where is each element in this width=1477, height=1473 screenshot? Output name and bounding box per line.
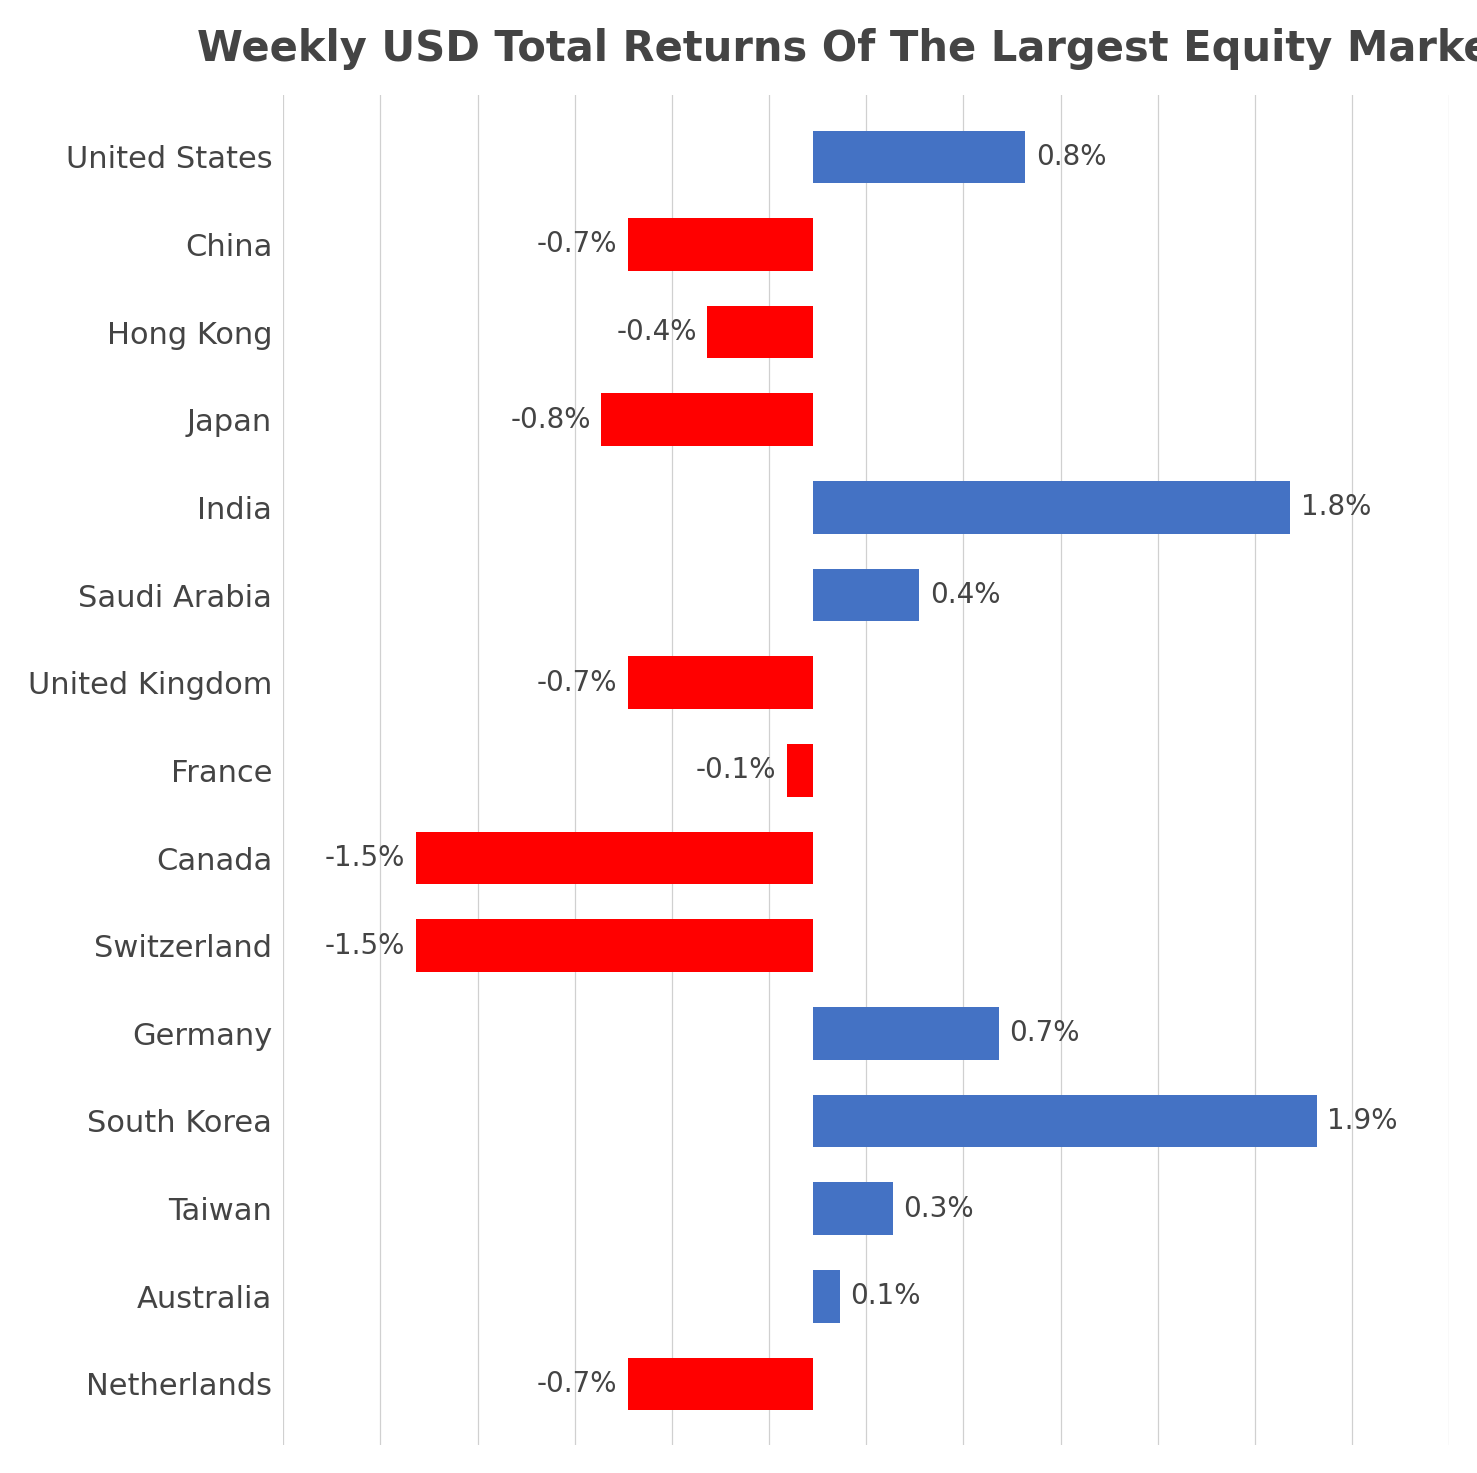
Bar	[707, 306, 814, 358]
Bar	[628, 657, 814, 709]
Text: -0.8%: -0.8%	[510, 405, 591, 433]
Bar	[628, 218, 814, 271]
Bar	[814, 569, 919, 622]
Text: -1.5%: -1.5%	[325, 844, 405, 872]
Bar	[787, 744, 814, 797]
Bar	[814, 131, 1025, 183]
Bar	[415, 832, 814, 884]
Text: 1.9%: 1.9%	[1328, 1106, 1397, 1134]
Text: -0.7%: -0.7%	[536, 1370, 617, 1398]
Text: 0.1%: 0.1%	[851, 1282, 920, 1309]
Text: -1.5%: -1.5%	[325, 931, 405, 959]
Text: -0.4%: -0.4%	[616, 318, 697, 346]
Bar	[814, 482, 1291, 533]
Text: -0.1%: -0.1%	[696, 756, 775, 784]
Bar	[628, 1358, 814, 1410]
Text: 0.8%: 0.8%	[1035, 143, 1106, 171]
Title: Weekly USD Total Returns Of The Largest Equity Markets: Weekly USD Total Returns Of The Largest …	[196, 28, 1477, 69]
Bar	[601, 393, 814, 446]
Text: 1.8%: 1.8%	[1301, 493, 1371, 521]
Text: 0.3%: 0.3%	[904, 1195, 973, 1223]
Bar	[415, 919, 814, 972]
Text: 0.7%: 0.7%	[1009, 1019, 1080, 1047]
Bar	[814, 1183, 892, 1234]
Text: 0.4%: 0.4%	[931, 580, 1000, 608]
Bar	[814, 1094, 1316, 1147]
Text: -0.7%: -0.7%	[536, 669, 617, 697]
Text: -0.7%: -0.7%	[536, 230, 617, 258]
Bar	[814, 1008, 998, 1059]
Bar	[814, 1270, 840, 1323]
